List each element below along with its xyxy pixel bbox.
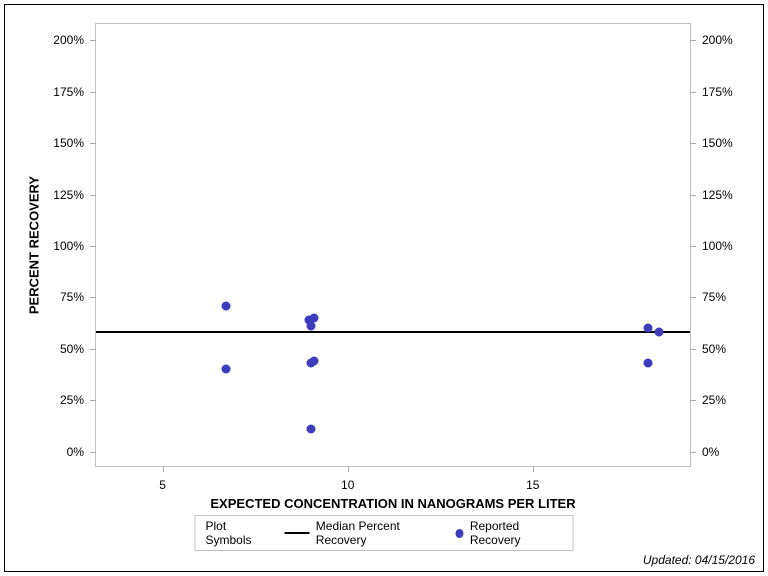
legend: Plot Symbols Median Percent Recovery Rep… bbox=[195, 515, 574, 551]
ytick-label-right: 125% bbox=[690, 188, 733, 202]
yaxis-title: PERCENT RECOVERY bbox=[27, 176, 42, 314]
xtick-label: 10 bbox=[341, 466, 354, 492]
ytick-label-right: 175% bbox=[690, 85, 733, 99]
data-point bbox=[654, 328, 663, 337]
data-point bbox=[221, 301, 230, 310]
data-point bbox=[221, 365, 230, 374]
ytick-label-right: 200% bbox=[690, 33, 733, 47]
ytick-label-right: 75% bbox=[690, 290, 726, 304]
ytick-label-right: 50% bbox=[690, 342, 726, 356]
ytick-label-right: 150% bbox=[690, 136, 733, 150]
legend-line-icon bbox=[285, 532, 310, 534]
legend-item-label: Median Percent Recovery bbox=[316, 519, 440, 547]
legend-item-label: Reported Recovery bbox=[470, 519, 563, 547]
data-point bbox=[306, 424, 315, 433]
plot-area: PERCENT RECOVERY EXPECTED CONCENTRATION … bbox=[95, 23, 691, 467]
ytick-label-right: 25% bbox=[690, 393, 726, 407]
legend-item-reported: Reported Recovery bbox=[456, 519, 563, 547]
data-point bbox=[643, 359, 652, 368]
xtick-label: 5 bbox=[159, 466, 166, 492]
chart-frame: PERCENT RECOVERY EXPECTED CONCENTRATION … bbox=[4, 4, 764, 572]
ytick-label: 50% bbox=[60, 342, 96, 356]
data-point bbox=[310, 313, 319, 322]
ytick-label: 175% bbox=[53, 85, 96, 99]
ytick-label: 100% bbox=[53, 239, 96, 253]
legend-item-median: Median Percent Recovery bbox=[285, 519, 440, 547]
ytick-label-right: 0% bbox=[690, 445, 719, 459]
median-line bbox=[96, 331, 690, 333]
ytick-label: 75% bbox=[60, 290, 96, 304]
ytick-label: 200% bbox=[53, 33, 96, 47]
legend-title: Plot Symbols bbox=[206, 519, 269, 547]
legend-dot-icon bbox=[456, 529, 464, 538]
ytick-label: 125% bbox=[53, 188, 96, 202]
updated-label: Updated: 04/15/2016 bbox=[643, 553, 755, 567]
ytick-label: 0% bbox=[67, 445, 96, 459]
data-point bbox=[643, 324, 652, 333]
ytick-label: 25% bbox=[60, 393, 96, 407]
xtick-label: 15 bbox=[526, 466, 539, 492]
ytick-label: 150% bbox=[53, 136, 96, 150]
data-point bbox=[310, 357, 319, 366]
ytick-label-right: 100% bbox=[690, 239, 733, 253]
xaxis-title: EXPECTED CONCENTRATION IN NANOGRAMS PER … bbox=[210, 496, 575, 511]
